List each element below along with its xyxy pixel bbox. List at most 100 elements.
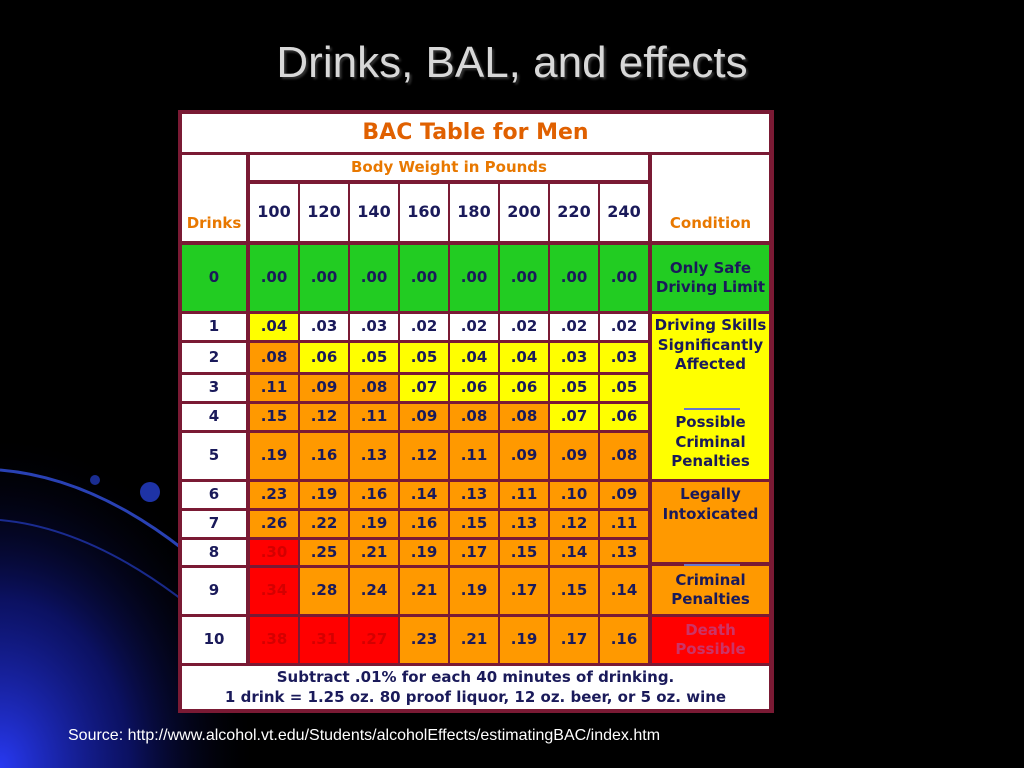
bac-cell: .21 [400, 568, 448, 614]
bac-cell: .07 [550, 404, 598, 430]
bac-cell: .11 [600, 511, 648, 537]
bac-cell: .09 [600, 482, 648, 508]
bac-cell: .06 [600, 404, 648, 430]
bac-cell: .17 [450, 540, 498, 565]
condition-possible-penalties: Possible Criminal Penalties [652, 406, 769, 479]
bac-cell: .00 [500, 245, 548, 311]
body-weight-header: Body Weight in Pounds [250, 155, 648, 180]
condition-divider [684, 564, 740, 566]
bac-cell: .13 [350, 433, 398, 479]
bac-cell: .00 [350, 245, 398, 311]
drinks-cell-0: 0 [182, 245, 246, 311]
bac-cell: .04 [500, 343, 548, 372]
bac-cell: .17 [550, 617, 598, 663]
bac-cell: .04 [450, 343, 498, 372]
bac-cell: .19 [400, 540, 448, 565]
bac-cell: .05 [600, 375, 648, 401]
bac-cell: .23 [250, 482, 298, 508]
bac-cell: .24 [350, 568, 398, 614]
bac-cell: .13 [500, 511, 548, 537]
drinks-cell-7: 7 [182, 511, 246, 537]
table-title: BAC Table for Men [182, 114, 769, 152]
bac-cell: .21 [350, 540, 398, 565]
bac-cell: .07 [400, 375, 448, 401]
bac-cell: .02 [600, 314, 648, 340]
bac-cell: .02 [450, 314, 498, 340]
drinks-cell-10: 10 [182, 617, 246, 663]
bac-cell: .15 [250, 404, 298, 430]
bac-cell: .15 [500, 540, 548, 565]
condition-header: Condition [652, 155, 769, 241]
weight-header-180: 180 [450, 184, 498, 241]
drinks-cell-3: 3 [182, 375, 246, 401]
source-text: Source: http://www.alcohol.vt.edu/Studen… [68, 727, 661, 744]
drinks-cell-8: 8 [182, 540, 246, 565]
bac-cell: .12 [300, 404, 348, 430]
weight-header-100: 100 [250, 184, 298, 241]
drinks-cell-1: 1 [182, 314, 246, 340]
bac-cell: .00 [400, 245, 448, 311]
bac-cell: .13 [600, 540, 648, 565]
bac-cell: .14 [550, 540, 598, 565]
bac-cell: .11 [500, 482, 548, 508]
bac-table: BAC Table for Men Drinks Body Weight in Po… [178, 110, 774, 713]
bac-cell: .19 [350, 511, 398, 537]
bac-cell: .05 [400, 343, 448, 372]
bac-cell: .08 [450, 404, 498, 430]
bac-cell: .22 [300, 511, 348, 537]
bac-cell: .19 [250, 433, 298, 479]
bac-cell: .21 [450, 617, 498, 663]
footer-line-1: Subtract .01% for each 40 minutes of dri… [276, 668, 675, 686]
bac-cell: .09 [400, 404, 448, 430]
drinks-cell-2: 2 [182, 343, 246, 372]
bac-cell: .11 [350, 404, 398, 430]
bac-cell: .16 [400, 511, 448, 537]
weight-header-200: 200 [500, 184, 548, 241]
drinks-cell-5: 5 [182, 433, 246, 479]
bac-cell: .15 [450, 511, 498, 537]
bac-cell: .09 [500, 433, 548, 479]
bac-cell: .11 [250, 375, 298, 401]
slide-title: Drinks, BAL, and effects [276, 38, 748, 87]
bac-cell: .06 [500, 375, 548, 401]
bac-cell: .14 [400, 482, 448, 508]
bac-cell: .04 [250, 314, 298, 340]
bac-cell: .00 [250, 245, 298, 311]
bac-cell: .25 [300, 540, 348, 565]
bac-cell: .02 [550, 314, 598, 340]
bac-cell: .03 [600, 343, 648, 372]
bac-cell: .27 [350, 617, 398, 663]
bac-cell: .28 [300, 568, 348, 614]
condition-legally-intoxicated: Legally Intoxicated [652, 482, 769, 562]
bac-cell: .00 [550, 245, 598, 311]
bac-cell: .03 [350, 314, 398, 340]
bac-cell: .16 [600, 617, 648, 663]
weight-header-160: 160 [400, 184, 448, 241]
bac-cell: .09 [300, 375, 348, 401]
condition-safe: Only Safe Driving Limit [652, 245, 769, 311]
bac-cell: .08 [250, 343, 298, 372]
bac-cell: .38 [250, 617, 298, 663]
bac-cell: .13 [450, 482, 498, 508]
bac-cell: .23 [400, 617, 448, 663]
bac-cell: .08 [600, 433, 648, 479]
bac-cell: .08 [500, 404, 548, 430]
bac-cell: .31 [300, 617, 348, 663]
condition-skills-affected: Driving Skills Significantly Affected [652, 314, 769, 406]
bac-cell: .05 [550, 375, 598, 401]
bac-cell: .05 [350, 343, 398, 372]
bac-cell: .14 [600, 568, 648, 614]
bac-cell: .00 [600, 245, 648, 311]
weight-header-220: 220 [550, 184, 598, 241]
bac-cell: .17 [500, 568, 548, 614]
bac-cell: .26 [250, 511, 298, 537]
condition-criminal-penalties: Criminal Penalties [652, 566, 769, 614]
bac-cell: .12 [550, 511, 598, 537]
bac-cell: .08 [350, 375, 398, 401]
table-footer: Subtract .01% for each 40 minutes of dri… [182, 666, 769, 709]
condition-divider [684, 408, 740, 410]
footer-line-2: 1 drink = 1.25 oz. 80 proof liquor, 12 o… [224, 687, 727, 706]
drinks-cell-4: 4 [182, 404, 246, 430]
bac-cell: .19 [300, 482, 348, 508]
bac-cell: .09 [550, 433, 598, 479]
